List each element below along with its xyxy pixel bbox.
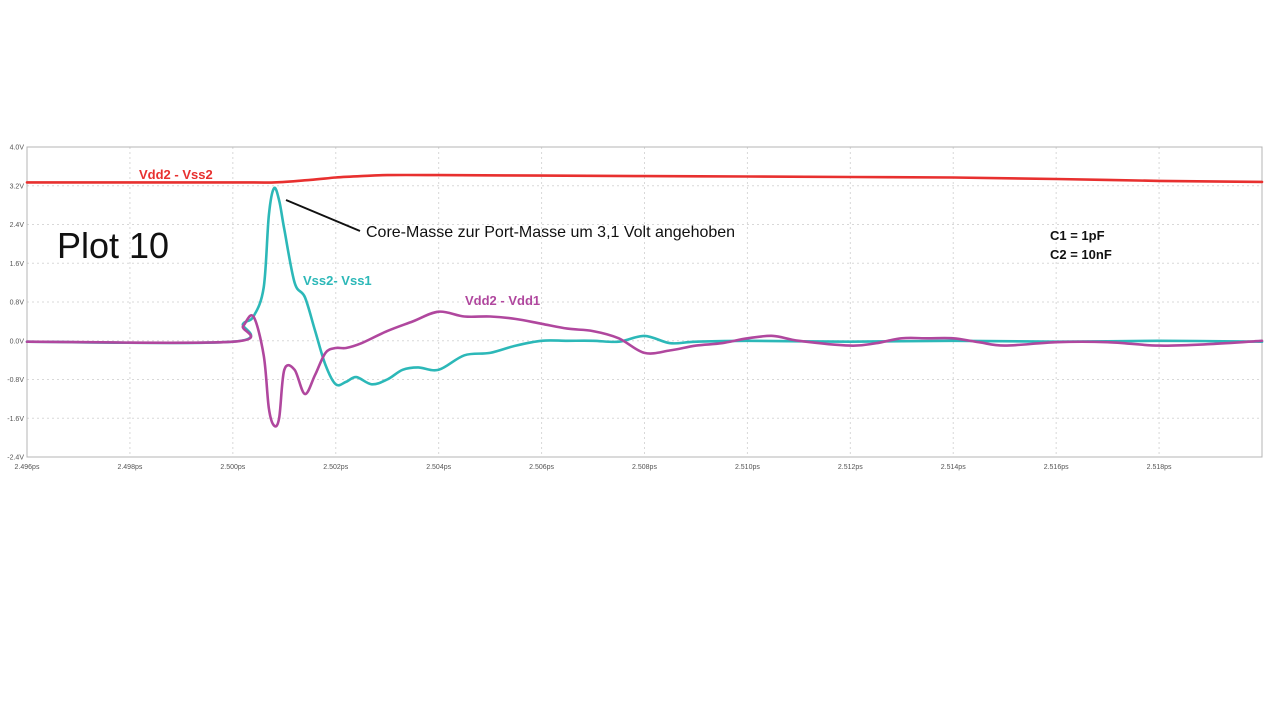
series-label-vss2-vss1: Vss2- Vss1 xyxy=(303,273,372,288)
x-tick-label: 2.502ps xyxy=(323,464,348,471)
series-label-vdd2-vdd1: Vdd2 - Vdd1 xyxy=(465,293,540,308)
y-tick-label: -1.6V xyxy=(7,416,24,423)
y-tick-label: 0.8V xyxy=(10,300,25,307)
annotation-text: Core-Masse zur Port-Masse um 3,1 Volt an… xyxy=(366,224,735,241)
series-line-2 xyxy=(25,310,1264,428)
series-line-0 xyxy=(25,173,1264,184)
x-tick-label: 2.498ps xyxy=(117,464,142,471)
x-tick-label: 2.514ps xyxy=(941,464,966,471)
plot-title: Plot 10 xyxy=(57,225,169,266)
y-tick-label: 0.0V xyxy=(10,338,25,345)
x-tick-label: 2.516ps xyxy=(1044,464,1069,471)
y-axis: 4.0V 3.2V 2.4V 1.6V 0.8V 0.0V -0.8V -1.6V -2.4V xyxy=(7,145,24,462)
x-tick-label: 2.508ps xyxy=(632,464,657,471)
x-tick-label: 2.518ps xyxy=(1147,464,1172,471)
x-tick-label: 2.512ps xyxy=(838,464,863,471)
grid xyxy=(26,146,1262,458)
plot-frame xyxy=(26,146,1263,458)
x-tick-label: 2.500ps xyxy=(220,464,245,471)
annotation-leader-line xyxy=(285,199,361,232)
param-c1: C1 = 1pF xyxy=(1050,228,1105,243)
y-tick-label: -0.8V xyxy=(7,377,24,384)
y-tick-label: 1.6V xyxy=(10,261,25,268)
series-label-vdd2-vss2: Vdd2 - Vss2 xyxy=(139,167,213,182)
x-tick-label: 2.504ps xyxy=(426,464,451,471)
x-tick-label: 2.506ps xyxy=(529,464,554,471)
x-tick-label: 2.510ps xyxy=(735,464,760,471)
y-tick-label: -2.4V xyxy=(7,455,24,462)
y-tick-label: 2.4V xyxy=(10,222,25,229)
series-line-1 xyxy=(25,186,1264,387)
y-tick-label: 4.0V xyxy=(10,145,25,152)
x-tick-label: 2.496ps xyxy=(15,464,40,471)
y-tick-label: 3.2V xyxy=(10,183,25,190)
param-c2: C2 = 10nF xyxy=(1050,247,1112,262)
x-axis: 2.496ps 2.498ps 2.500ps 2.502ps 2.504ps 2.506… xyxy=(15,464,1172,471)
series-group xyxy=(25,173,1264,428)
